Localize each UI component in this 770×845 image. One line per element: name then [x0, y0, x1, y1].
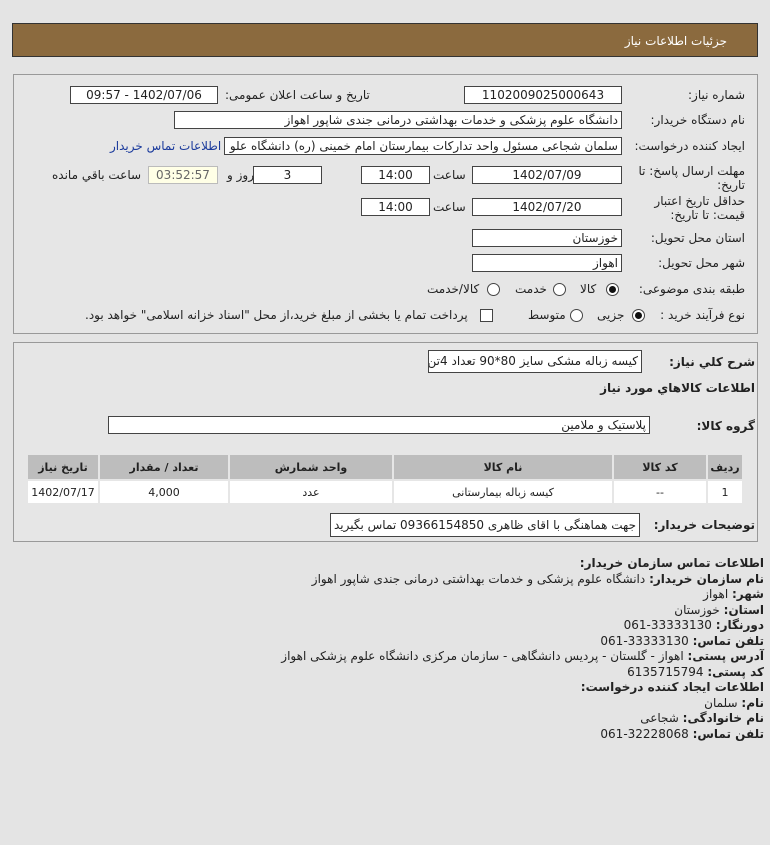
goods-title: اطلاعات كالاهاي مورد نياز	[600, 381, 755, 395]
announce-label: تاریخ و ساعت اعلان عمومی:	[225, 88, 370, 102]
cell-code: --	[614, 481, 706, 503]
process-radio-minor[interactable]	[632, 309, 645, 322]
cell-unit: عدد	[230, 481, 392, 503]
summary-field: کیسه زباله مشکی سایز 80*90 تعداد 4تن	[428, 350, 642, 373]
province-label: استان محل تحویل:	[650, 231, 745, 245]
contact-line: شهر: اهواز	[703, 587, 764, 601]
creator-line: نام خانوادگی: شجاعی	[640, 711, 764, 725]
col-qty: تعداد / مقدار	[100, 455, 228, 479]
creator-line: نام: سلمان	[704, 695, 764, 710]
process-radio-medium[interactable]	[570, 309, 583, 322]
creator-label: ایجاد کننده درخواست:	[634, 139, 745, 153]
category-goods-label: کالا	[580, 282, 597, 296]
cell-qty: 4,000	[100, 481, 228, 503]
goods-table: ردیف کد کالا نام کالا واحد شمارش تعداد /…	[26, 453, 744, 505]
process-medium-label: متوسط	[528, 308, 566, 322]
buyer-notes-field: جهت هماهنگی با اقای ظاهری 09366154850 تم…	[330, 513, 640, 537]
buyer-notes-label: توضیحات خریدار:	[653, 518, 755, 532]
needs-panel	[13, 342, 758, 542]
buyer-contact-link[interactable]: اطلاعات تماس خریدار	[110, 139, 222, 153]
days-field[interactable]: 3	[253, 166, 322, 184]
deadline-date-field[interactable]: 1402/07/09	[472, 166, 622, 184]
category-radio-goods[interactable]	[606, 283, 619, 296]
buyer-field[interactable]: دانشگاه علوم پزشکی و خدمات بهداشتی درمان…	[174, 111, 622, 129]
category-label: طبقه بندی موضوعی:	[638, 282, 745, 296]
deadline-time-field[interactable]: 14:00	[361, 166, 430, 184]
deadline-time-label: ساعت	[433, 168, 466, 182]
buyer-label: نام دستگاه خریدار:	[650, 113, 746, 127]
col-name: نام کالا	[394, 455, 612, 479]
summary-label: شرح كلي نياز:	[669, 355, 755, 369]
contact-line: آدرس پستی: اهواز - گلستان - پردیس دانشگا…	[281, 649, 764, 663]
group-field: پلاستیک و ملامین	[108, 416, 650, 434]
table-row: 1 -- کیسه زباله بیمارستانی عدد 4,000 140…	[28, 481, 742, 503]
announce-field[interactable]: 1402/07/06 - 09:57	[70, 86, 218, 104]
creator-info-title: اطلاعات ایجاد کننده درخواست:	[580, 680, 764, 694]
treasury-text: پرداخت تمام یا بخشی از مبلغ خرید،از محل …	[85, 308, 468, 322]
col-row: ردیف	[708, 455, 742, 479]
treasury-checkbox[interactable]	[480, 309, 493, 322]
validity-time-label: ساعت	[433, 200, 466, 214]
process-label: نوع فرآیند خرید :	[660, 308, 745, 322]
city-field[interactable]: اهواز	[472, 254, 622, 272]
process-minor-label: جزیی	[597, 308, 625, 322]
creator-field[interactable]: سلمان شجاعی مسئول واحد تدارکات بیمارستان…	[224, 137, 622, 155]
cell-name: کیسه زباله بیمارستانی	[394, 481, 612, 503]
contact-title: اطلاعات تماس سازمان خریدار:	[579, 556, 764, 570]
need-number-label: شماره نیاز:	[688, 88, 745, 102]
contact-line: نام سازمان خریدار: دانشگاه علوم پزشکی و …	[311, 571, 764, 586]
category-radio-both[interactable]	[487, 283, 500, 296]
col-code: کد کالا	[614, 455, 706, 479]
remaining-label: ساعت باقي مانده	[52, 168, 142, 182]
remaining-time-field: 03:52:57	[148, 166, 218, 184]
city-label: شهر محل تحویل:	[658, 256, 745, 270]
validity-label: حداقل تاریخ اعتبار قیمت: تا تاریخ:	[654, 194, 745, 222]
page-title: جزئیات اطلاعات نیاز	[624, 34, 727, 48]
validity-date-field[interactable]: 1402/07/20	[472, 198, 622, 216]
contact-info: اطلاعات تماس سازمان خریدار: نام سازمان خ…	[281, 556, 764, 742]
contact-line: دورنگار: 33333130-061	[623, 618, 764, 632]
category-service-label: خدمت	[515, 282, 547, 296]
days-label: روز و	[227, 168, 254, 182]
category-radio-service[interactable]	[553, 283, 566, 296]
cell-row: 1	[708, 481, 742, 503]
need-number-field[interactable]: 1102009025000643	[464, 86, 622, 104]
province-field[interactable]: خوزستان	[472, 229, 622, 247]
deadline-label: مهلت ارسال پاسخ: تا تاریخ:	[638, 164, 745, 192]
col-unit: واحد شمارش	[230, 455, 392, 479]
creator-line: تلفن تماس: 32228068-061	[600, 726, 764, 741]
group-label: گروه کالا:	[696, 419, 755, 433]
page-header: جزئیات اطلاعات نیاز	[12, 23, 758, 57]
contact-line: کد پستی: 6135715794	[627, 664, 764, 679]
category-both-label: کالا/خدمت	[427, 282, 480, 296]
contact-line: تلفن تماس: 33333130-061	[600, 633, 764, 648]
contact-line: استان: خوزستان	[674, 602, 764, 617]
cell-date: 1402/07/17	[28, 481, 98, 503]
table-header-row: ردیف کد کالا نام کالا واحد شمارش تعداد /…	[28, 455, 742, 479]
col-date: تاریخ نیاز	[28, 455, 98, 479]
validity-time-field[interactable]: 14:00	[361, 198, 430, 216]
